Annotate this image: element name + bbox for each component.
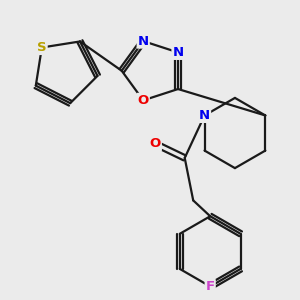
Text: F: F	[206, 280, 215, 293]
Text: O: O	[138, 94, 149, 107]
Text: N: N	[199, 109, 210, 122]
Text: S: S	[37, 41, 47, 54]
Text: N: N	[172, 46, 184, 59]
Text: N: N	[138, 34, 149, 48]
Text: O: O	[150, 137, 161, 150]
